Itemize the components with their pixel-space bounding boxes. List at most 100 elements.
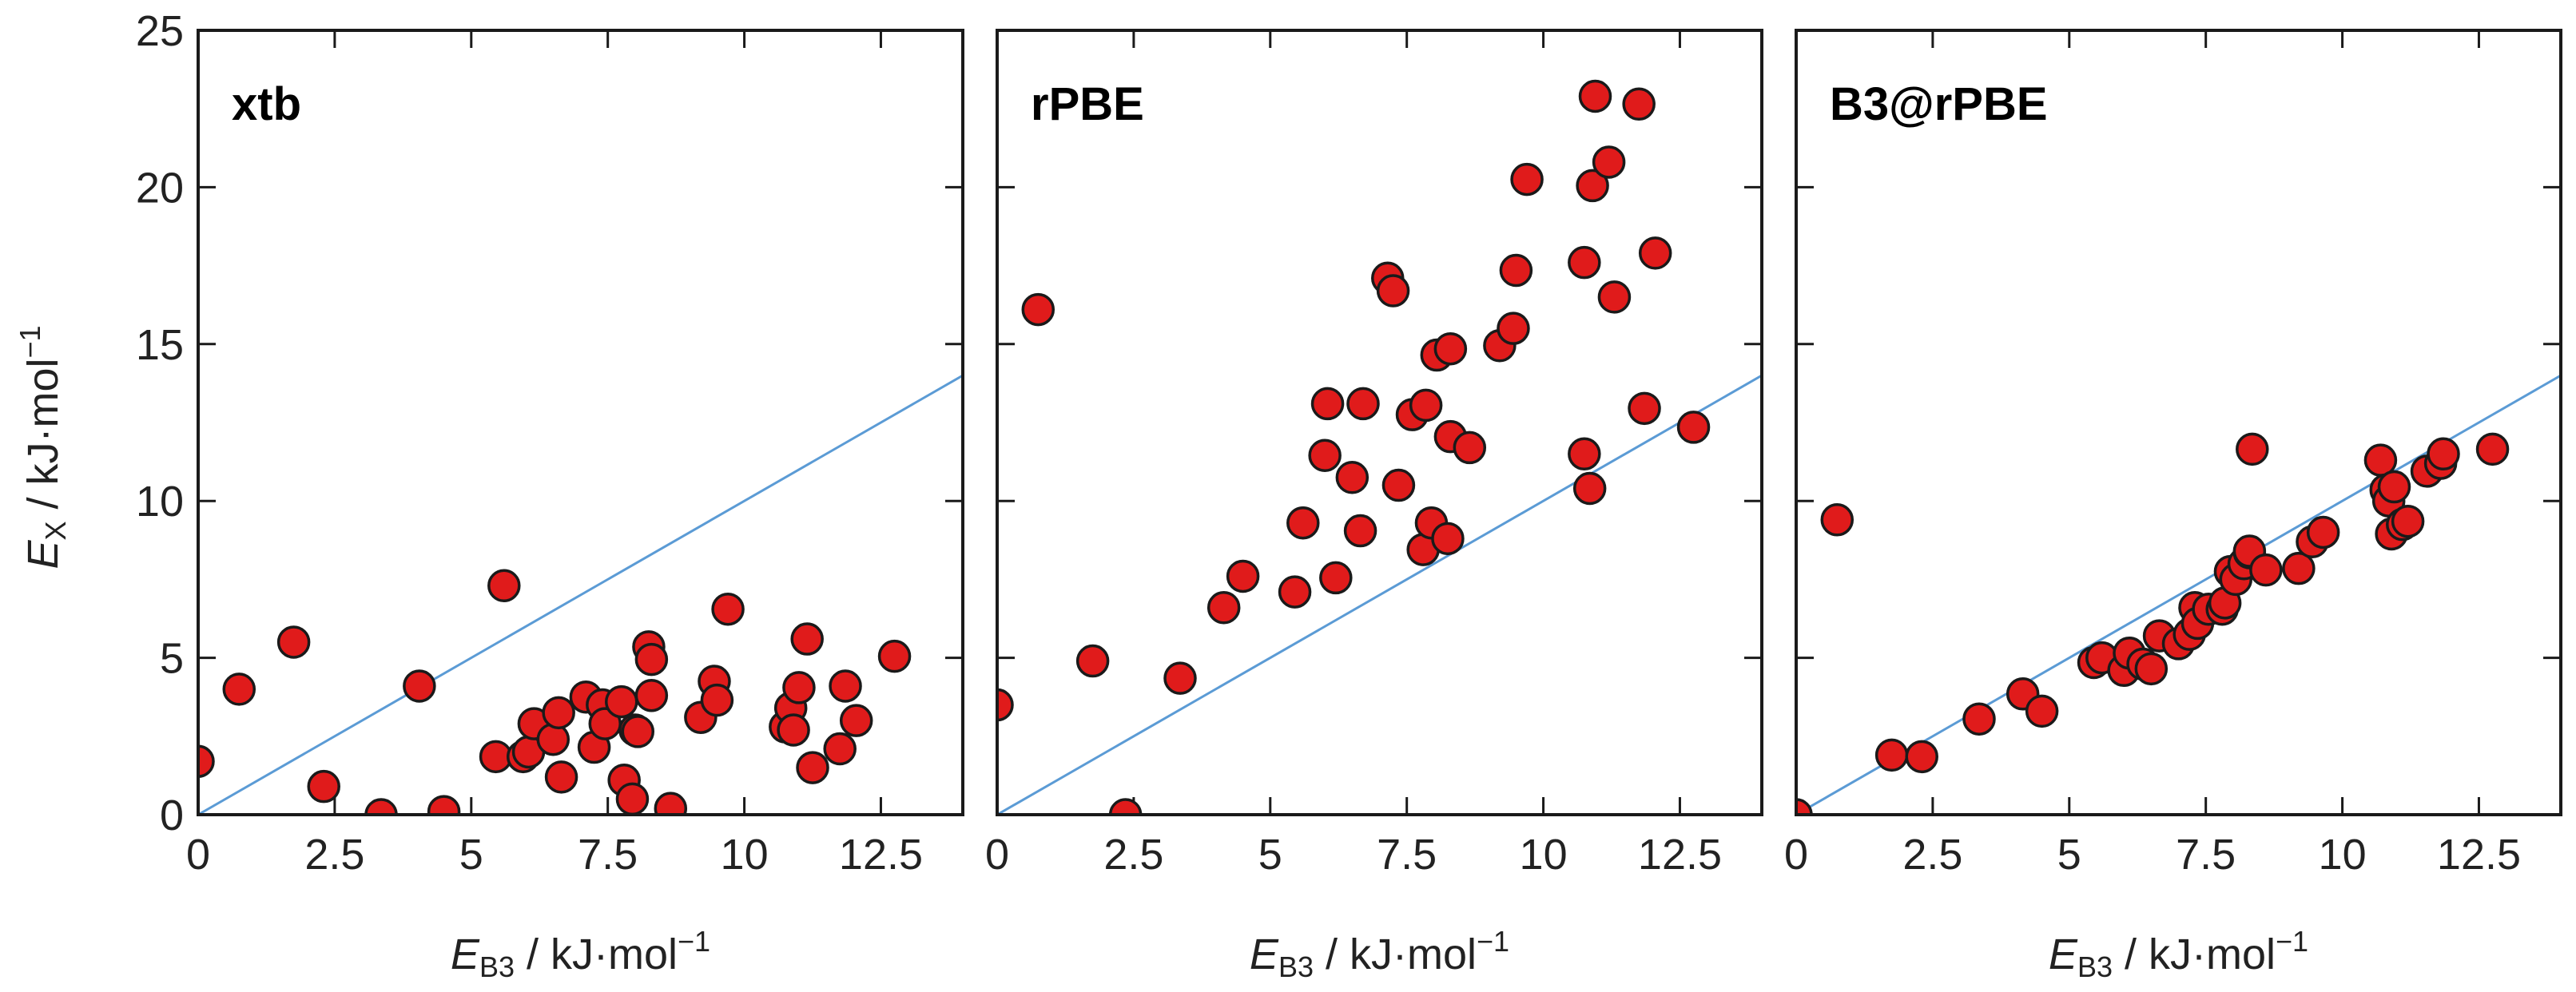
data-point bbox=[2134, 652, 2169, 686]
data-point bbox=[2025, 694, 2059, 728]
data-point bbox=[2391, 504, 2425, 538]
data-point bbox=[1308, 438, 1342, 472]
y-tick-label: 15 bbox=[136, 321, 184, 369]
plot-frame bbox=[197, 29, 964, 816]
data-point bbox=[1510, 162, 1544, 196]
data-point bbox=[276, 625, 311, 659]
x-tick-label: 2.5 bbox=[1902, 831, 1962, 879]
data-point bbox=[1796, 798, 1813, 815]
data-point bbox=[542, 696, 575, 730]
data-point bbox=[782, 671, 816, 704]
x-tick-label: 5 bbox=[2057, 831, 2081, 879]
data-point bbox=[777, 713, 810, 747]
data-point bbox=[2249, 553, 2283, 587]
data-point bbox=[796, 751, 829, 784]
data-point bbox=[615, 782, 650, 815]
x-tick-label: 0 bbox=[186, 831, 210, 879]
data-point bbox=[839, 704, 873, 737]
data-point bbox=[823, 732, 857, 766]
data-point bbox=[634, 642, 669, 677]
data-point bbox=[2427, 437, 2460, 471]
x-axis-label: EB3 / kJ·mol−1 bbox=[2049, 925, 2308, 983]
data-point bbox=[1226, 559, 1260, 593]
y-axis-label: EX / kJ·mol−1 bbox=[14, 325, 72, 569]
data-point bbox=[1820, 503, 1854, 537]
data-point bbox=[1163, 661, 1197, 695]
x-tick-label: 10 bbox=[721, 831, 769, 879]
data-point bbox=[487, 569, 521, 603]
data-point bbox=[1207, 591, 1241, 625]
data-point bbox=[1310, 387, 1345, 421]
data-point bbox=[2236, 432, 2269, 466]
data-points-rpbe bbox=[997, 79, 1711, 815]
panel-xtb: 0 5 10 15 20 25 0 2.5 5 7.5 10 12.5 xtb … bbox=[136, 7, 964, 983]
data-point bbox=[711, 592, 745, 626]
data-point bbox=[536, 722, 570, 756]
data-point bbox=[479, 740, 513, 774]
data-point bbox=[2377, 470, 2411, 504]
data-point bbox=[1572, 471, 1607, 506]
y-tick-label: 10 bbox=[136, 478, 184, 526]
data-point bbox=[307, 769, 340, 804]
data-point bbox=[829, 669, 862, 703]
data-point bbox=[1343, 514, 1377, 548]
panel-b3-at-rpbe: 0 2.5 5 7.5 10 12.5 B3@rPBE EB3 / kJ·mol… bbox=[1784, 29, 2562, 983]
data-point bbox=[877, 639, 912, 673]
x-tick-labels: 0 2.5 5 7.5 10 12.5 bbox=[985, 831, 1722, 879]
data-point bbox=[1286, 506, 1320, 540]
data-point bbox=[1278, 575, 1312, 609]
data-point bbox=[700, 683, 734, 717]
x-tick-label: 7.5 bbox=[578, 831, 638, 879]
data-point bbox=[1346, 387, 1380, 421]
x-tick-label: 2.5 bbox=[1103, 831, 1163, 879]
x-tick-label: 2.5 bbox=[304, 831, 364, 879]
data-point bbox=[1638, 236, 1672, 270]
y-tick-labels: 0 5 10 15 20 25 bbox=[136, 7, 184, 839]
data-point bbox=[364, 798, 398, 815]
panel-title: xtb bbox=[232, 78, 301, 130]
x-tick-label: 10 bbox=[2319, 831, 2367, 879]
data-points-b3-at-rpbe bbox=[1796, 432, 2510, 815]
data-point bbox=[222, 673, 256, 706]
data-point bbox=[544, 760, 578, 794]
data-point bbox=[1431, 522, 1465, 556]
data-point bbox=[1597, 280, 1632, 314]
reference-line bbox=[197, 374, 964, 816]
x-axis-label: EB3 / kJ·mol−1 bbox=[451, 925, 710, 983]
data-point bbox=[634, 678, 669, 712]
x-tick-label: 10 bbox=[1520, 831, 1568, 879]
data-point bbox=[1319, 561, 1353, 595]
data-point bbox=[403, 669, 436, 703]
data-point bbox=[2282, 551, 2316, 585]
x-tick-label: 0 bbox=[985, 831, 1009, 879]
data-point bbox=[1628, 391, 1661, 426]
data-point bbox=[1676, 411, 1711, 444]
panel-title: B3@rPBE bbox=[1830, 78, 2048, 130]
data-point bbox=[654, 792, 688, 815]
data-point bbox=[427, 795, 461, 815]
data-point bbox=[1497, 311, 1530, 345]
reference-line bbox=[996, 374, 1763, 816]
data-point bbox=[790, 622, 824, 656]
data-point bbox=[1874, 738, 1909, 772]
data-point bbox=[1453, 431, 1487, 465]
x-axis-label: EB3 / kJ·mol−1 bbox=[1250, 925, 1509, 983]
x-tick-labels: 0 2.5 5 7.5 10 12.5 bbox=[1784, 831, 2521, 879]
y-tick-label: 20 bbox=[136, 164, 184, 212]
data-point bbox=[1409, 388, 1443, 423]
y-tick-label: 0 bbox=[160, 792, 184, 839]
x-tick-labels: 0 2.5 5 7.5 10 12.5 bbox=[186, 831, 923, 879]
x-tick-label: 7.5 bbox=[2176, 831, 2236, 879]
data-point bbox=[621, 715, 655, 748]
data-point bbox=[1592, 145, 1626, 179]
data-point bbox=[997, 688, 1014, 722]
data-point bbox=[1962, 702, 1996, 736]
y-tick-label: 5 bbox=[160, 635, 184, 683]
data-point bbox=[1576, 169, 1609, 203]
ticks-b3-at-rpbe bbox=[1795, 29, 2561, 816]
data-point bbox=[1335, 460, 1369, 494]
data-point bbox=[1433, 331, 1468, 366]
x-tick-label: 5 bbox=[1258, 831, 1282, 879]
data-point bbox=[1568, 245, 1601, 280]
